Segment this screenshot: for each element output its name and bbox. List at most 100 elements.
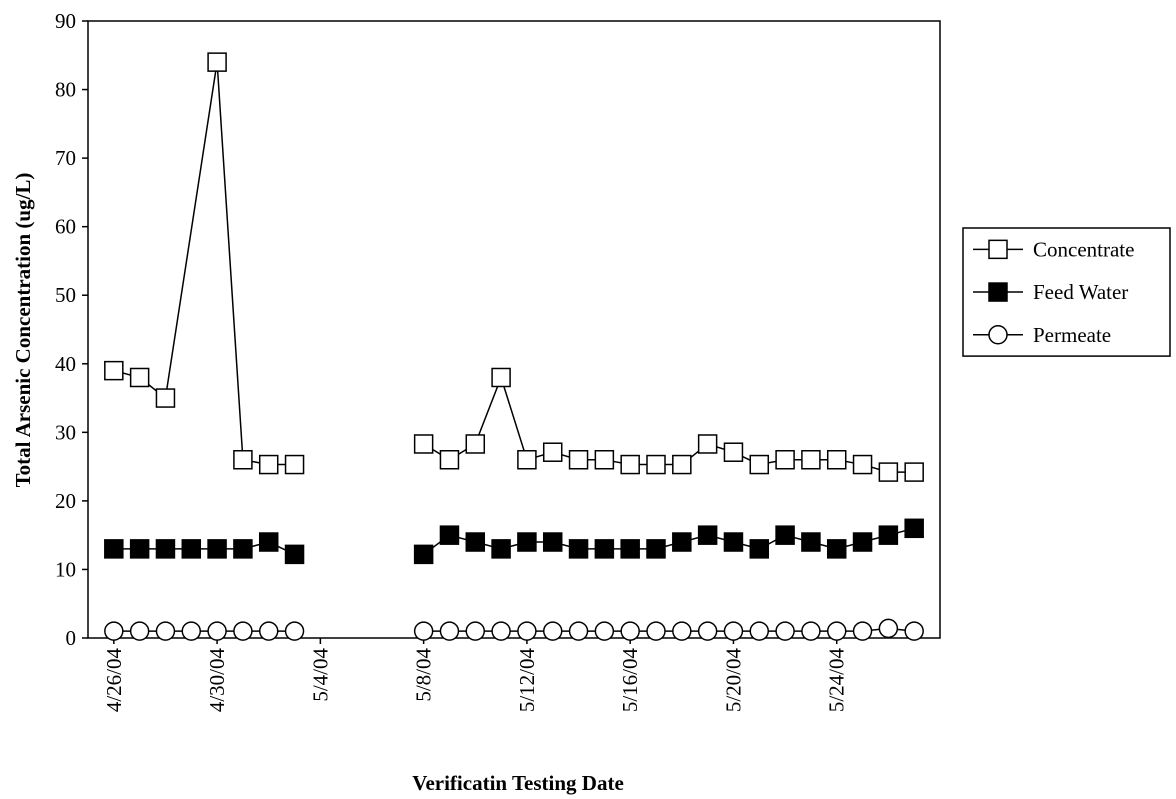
data-point <box>878 462 899 482</box>
y-tick-label: 10 <box>55 557 76 581</box>
data-point <box>594 450 615 470</box>
data-point <box>594 539 615 559</box>
data-point <box>697 434 718 454</box>
data-point <box>620 539 640 559</box>
data-point <box>826 450 847 470</box>
data-point <box>155 621 176 641</box>
data-point <box>517 621 537 641</box>
legend: Concentrate Feed Water Permeate <box>962 227 1171 357</box>
data-point <box>826 539 847 559</box>
data-point <box>284 544 305 565</box>
data-point <box>723 532 744 552</box>
data-point <box>129 367 150 388</box>
y-tick-label: 70 <box>55 146 76 170</box>
data-point <box>233 539 253 559</box>
legend-marker <box>988 282 1008 302</box>
data-point <box>155 388 176 408</box>
y-tick-label: 90 <box>55 9 76 33</box>
data-point <box>207 52 227 72</box>
data-point <box>104 539 124 559</box>
data-point <box>491 621 511 641</box>
data-point <box>646 454 666 475</box>
data-point <box>413 621 434 641</box>
data-point <box>646 539 666 559</box>
data-point <box>413 544 434 565</box>
data-point <box>620 454 640 475</box>
plot-frame <box>87 20 941 639</box>
data-point <box>568 539 589 559</box>
data-point <box>517 532 537 552</box>
data-point <box>233 621 253 641</box>
data-point <box>878 525 899 545</box>
x-axis-title: Verificatin Testing Date <box>412 771 624 795</box>
data-point <box>672 532 692 552</box>
data-point <box>439 450 460 470</box>
y-axis-title: Total Arsenic Concentration (ug/L) <box>11 173 35 488</box>
legend-label: Permeate <box>1033 323 1111 347</box>
data-point <box>646 621 666 641</box>
data-point <box>568 621 589 641</box>
data-point <box>749 621 770 641</box>
data-point <box>697 525 718 545</box>
data-point <box>697 621 718 641</box>
legend-marker <box>988 239 1008 260</box>
y-tick-label: 20 <box>55 489 76 513</box>
data-point <box>284 454 305 475</box>
x-tick-label: 5/8/04 <box>412 648 436 702</box>
data-point <box>465 434 486 454</box>
legend-marker <box>988 325 1008 345</box>
data-point <box>155 539 176 559</box>
data-point <box>491 367 511 388</box>
x-tick-label: 5/16/04 <box>618 648 642 713</box>
data-point <box>181 621 202 641</box>
data-point <box>413 434 434 454</box>
data-point <box>852 532 873 552</box>
data-point <box>775 525 795 545</box>
data-point <box>258 621 279 641</box>
x-tick-label: 5/24/04 <box>825 648 849 713</box>
legend-label: Concentrate <box>1033 237 1134 261</box>
y-tick-label: 0 <box>66 626 77 650</box>
data-point <box>801 532 821 552</box>
data-point <box>775 621 795 641</box>
data-point <box>749 539 770 559</box>
data-point <box>129 621 150 641</box>
data-point <box>465 532 486 552</box>
data-point <box>852 454 873 475</box>
x-tick-label: 4/30/04 <box>205 648 229 713</box>
data-point <box>749 454 770 475</box>
data-point <box>568 450 589 470</box>
data-point <box>129 539 150 559</box>
data-point <box>181 539 202 559</box>
x-tick-label: 5/12/04 <box>515 648 539 713</box>
data-point <box>904 518 924 539</box>
data-point <box>542 442 563 462</box>
data-point <box>207 539 227 559</box>
data-point <box>620 621 640 641</box>
data-point <box>258 532 279 552</box>
data-point <box>207 621 227 641</box>
y-tick-label: 80 <box>55 78 76 102</box>
x-tick-label: 4/26/04 <box>102 648 126 713</box>
data-point <box>104 621 124 641</box>
x-tick-label: 5/4/04 <box>308 648 332 702</box>
data-point <box>465 621 486 641</box>
legend-label: Feed Water <box>1033 280 1128 304</box>
data-point <box>723 442 744 462</box>
y-tick-label: 60 <box>55 215 76 239</box>
data-point <box>594 621 615 641</box>
data-point <box>284 621 305 641</box>
data-point <box>904 462 924 482</box>
data-point <box>826 621 847 641</box>
data-point <box>439 525 460 545</box>
data-point <box>878 618 899 639</box>
series-line <box>113 62 915 473</box>
data-point <box>852 621 873 641</box>
data-point <box>775 450 795 470</box>
data-point <box>801 621 821 641</box>
data-point <box>542 532 563 552</box>
data-point <box>672 454 692 475</box>
data-point <box>104 360 124 381</box>
data-point <box>672 621 692 641</box>
